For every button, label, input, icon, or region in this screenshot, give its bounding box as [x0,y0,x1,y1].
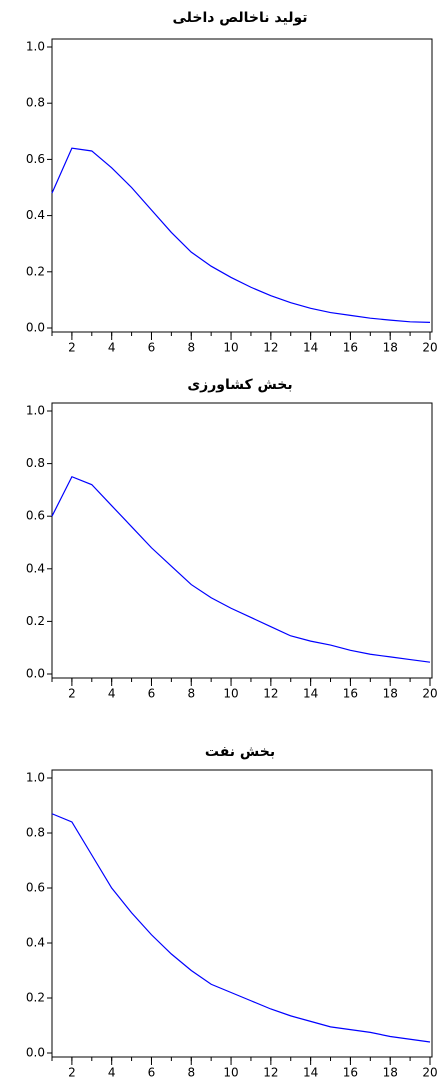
x-tick-label: 16 [343,1066,358,1080]
y-tick-label: 0.4 [26,208,45,222]
x-tick-label: 18 [383,341,398,355]
x-tick-label: 18 [383,687,398,701]
x-tick-label: 10 [223,341,238,355]
chart-title: بخش نفت [205,744,275,760]
x-tick-label: 8 [187,687,195,701]
x-tick-label: 2 [68,341,76,355]
y-tick-label: 0.6 [26,881,45,895]
y-tick-label: 0.6 [26,152,45,166]
plot-frame [51,38,433,333]
x-tick-label: 4 [108,687,116,701]
y-tick-label: 0.2 [26,991,45,1005]
x-tick-label: 10 [223,687,238,701]
y-tick-label: 0.4 [26,561,45,575]
chart-title: بخش کشاورزی [187,377,292,393]
y-tick-label: 0.4 [26,936,45,950]
y-tick-label: 1.0 [26,40,45,54]
x-tick-label: 14 [303,687,318,701]
y-tick-label: 0.2 [26,264,45,278]
x-tick-label: 8 [187,1066,195,1080]
x-tick-label: 14 [303,341,318,355]
x-tick-label: 6 [148,1066,156,1080]
y-tick-label: 1.0 [26,404,45,418]
y-tick-label: 1.0 [26,771,45,785]
y-tick-label: 0.6 [26,509,45,523]
x-tick-label: 18 [383,1066,398,1080]
plot-frame [51,402,433,679]
x-tick-label: 2 [68,1066,76,1080]
y-tick-label: 0.2 [26,614,45,628]
x-tick-label: 16 [343,687,358,701]
x-tick-label: 6 [148,687,156,701]
x-tick-label: 10 [223,1066,238,1080]
x-tick-label: 20 [422,341,437,355]
plot-frame [51,769,433,1058]
x-tick-label: 16 [343,341,358,355]
x-tick-label: 4 [108,341,116,355]
x-tick-label: 14 [303,1066,318,1080]
x-tick-label: 6 [148,341,156,355]
x-tick-label: 4 [108,1066,116,1080]
x-tick-label: 20 [422,1066,437,1080]
y-tick-label: 0.8 [26,826,45,840]
y-tick-label: 0.0 [26,667,45,681]
x-tick-label: 2 [68,687,76,701]
line [51,147,431,323]
y-tick-label: 0.8 [26,456,45,470]
y-tick-label: 0.0 [26,321,45,335]
x-tick-label: 20 [422,687,437,701]
chart-title: تولید ناخالص داخلی [172,10,307,26]
x-tick-label: 12 [263,341,278,355]
line [51,475,431,663]
x-tick-label: 12 [263,1066,278,1080]
line [51,813,431,1043]
x-tick-label: 12 [263,687,278,701]
y-tick-label: 0.0 [26,1046,45,1060]
x-tick-label: 8 [187,341,195,355]
y-tick-label: 0.8 [26,96,45,110]
